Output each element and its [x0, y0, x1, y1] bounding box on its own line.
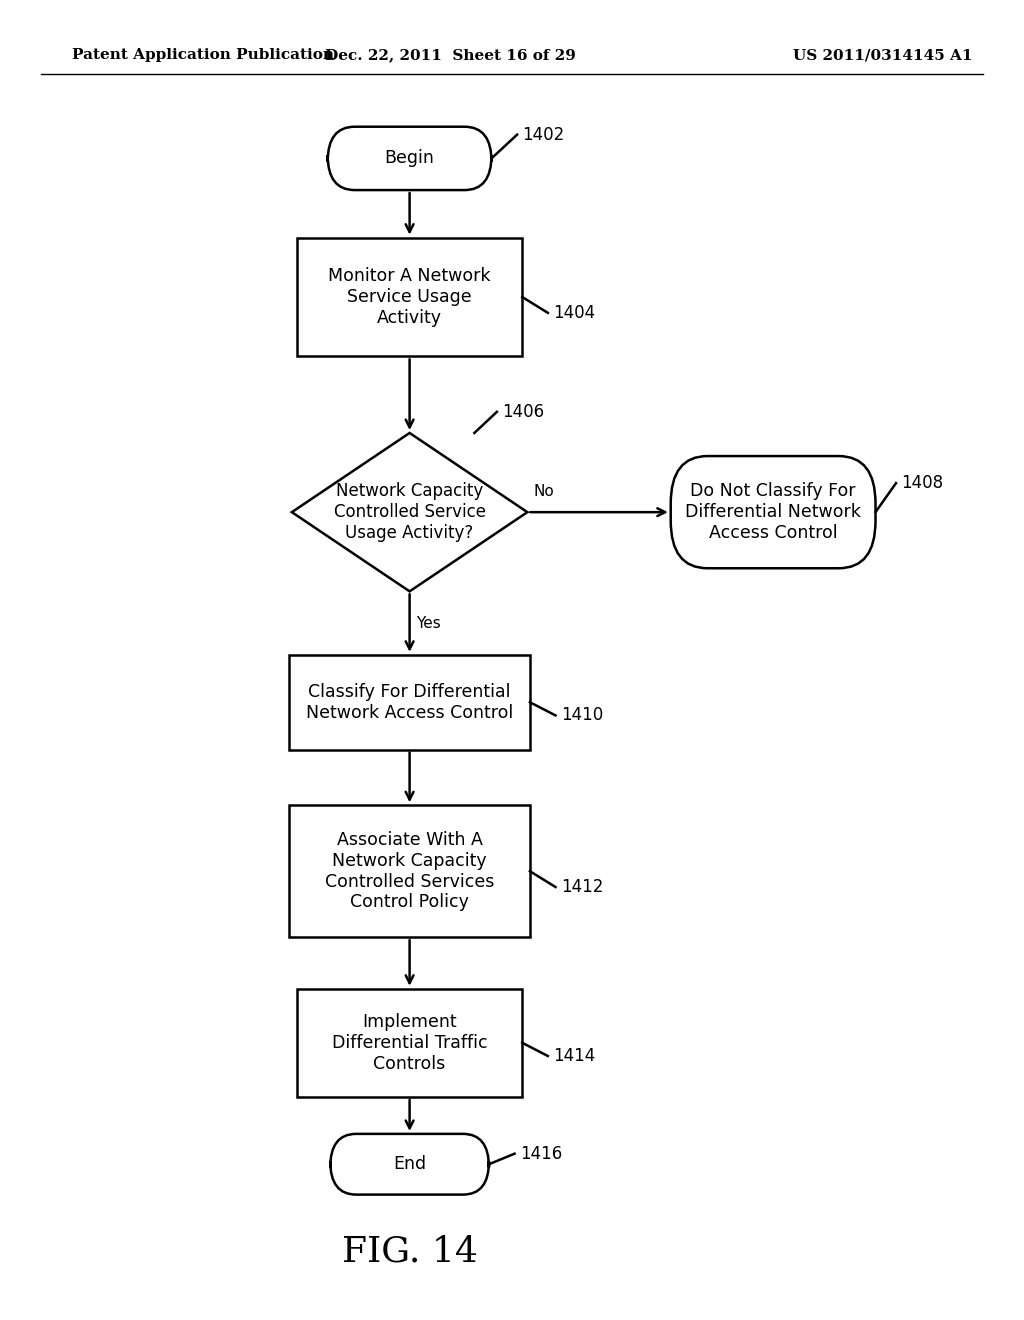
Text: FIG. 14: FIG. 14 [342, 1234, 477, 1269]
FancyArrowPatch shape [406, 940, 414, 983]
Text: Associate With A
Network Capacity
Controlled Services
Control Policy: Associate With A Network Capacity Contro… [325, 832, 495, 911]
Polygon shape [292, 433, 527, 591]
FancyBboxPatch shape [671, 457, 876, 568]
FancyArrowPatch shape [406, 752, 414, 800]
Text: 1416: 1416 [520, 1144, 562, 1163]
Text: No: No [534, 484, 554, 499]
Text: 1412: 1412 [561, 878, 603, 896]
Text: 1406: 1406 [502, 403, 544, 421]
Text: Monitor A Network
Service Usage
Activity: Monitor A Network Service Usage Activity [329, 267, 490, 327]
Text: Implement
Differential Traffic
Controls: Implement Differential Traffic Controls [332, 1012, 487, 1073]
FancyArrowPatch shape [406, 193, 414, 232]
FancyArrowPatch shape [406, 594, 414, 649]
Bar [290, 805, 530, 937]
FancyArrowPatch shape [406, 1100, 414, 1129]
Text: 1410: 1410 [561, 706, 603, 725]
Text: Patent Application Publication: Patent Application Publication [72, 49, 334, 62]
Bar [290, 655, 530, 750]
FancyArrowPatch shape [406, 359, 414, 428]
Text: US 2011/0314145 A1: US 2011/0314145 A1 [794, 49, 973, 62]
Text: Dec. 22, 2011  Sheet 16 of 29: Dec. 22, 2011 Sheet 16 of 29 [326, 49, 575, 62]
Text: Do Not Classify For
Differential Network
Access Control: Do Not Classify For Differential Network… [685, 482, 861, 543]
Text: End: End [393, 1155, 426, 1173]
FancyBboxPatch shape [328, 127, 492, 190]
Text: Yes: Yes [416, 615, 440, 631]
Text: 1414: 1414 [553, 1047, 595, 1065]
Text: Begin: Begin [385, 149, 434, 168]
Bar [297, 238, 522, 356]
FancyBboxPatch shape [330, 1134, 489, 1195]
Text: 1402: 1402 [522, 125, 564, 144]
FancyArrowPatch shape [530, 508, 666, 516]
Text: 1408: 1408 [901, 474, 943, 492]
Text: Network Capacity
Controlled Service
Usage Activity?: Network Capacity Controlled Service Usag… [334, 482, 485, 543]
Bar [297, 989, 522, 1097]
Text: Classify For Differential
Network Access Control: Classify For Differential Network Access… [306, 682, 513, 722]
Text: 1404: 1404 [553, 304, 595, 322]
